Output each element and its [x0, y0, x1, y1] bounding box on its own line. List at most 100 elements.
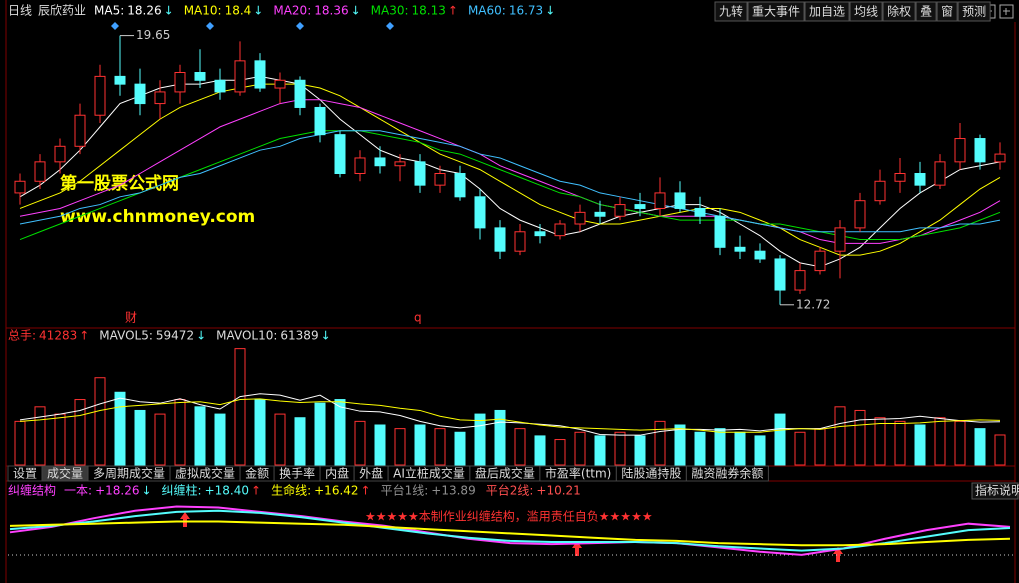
volume-bar [194, 406, 206, 466]
volume-bar [794, 431, 806, 466]
toolbar-button[interactable]: 均线 [849, 1, 883, 22]
ma-value: 18.36 [314, 4, 348, 18]
candle-body [474, 196, 486, 229]
volume-bar [654, 420, 666, 466]
volume-bar [674, 424, 686, 466]
button-label: 除权 [887, 4, 911, 19]
tab[interactable]: 设置 [7, 465, 43, 482]
candle-body [214, 79, 226, 93]
volume-bar [354, 420, 366, 466]
candle-body [874, 180, 886, 202]
candle-body [914, 173, 926, 186]
volume-bar [574, 431, 586, 466]
tab[interactable]: 融资融券余额 [685, 465, 769, 482]
ma-arrow: ↓ [253, 4, 263, 18]
tab[interactable]: AI立桩成交量 [387, 465, 471, 482]
button-label: 预测 [962, 5, 986, 19]
tab-label: 成交量 [47, 466, 83, 481]
ma-label: MA30: [371, 4, 409, 18]
candle-body [654, 192, 666, 209]
volume-bar [334, 399, 346, 466]
volume-bar [854, 409, 866, 466]
ma-arrow: ↓ [545, 4, 555, 18]
candle-body [274, 79, 286, 89]
tab-label: 金额 [245, 466, 269, 481]
candle-body [74, 114, 86, 147]
ma-arrow: ↓ [351, 4, 361, 18]
tab[interactable]: 盘后成交量 [469, 465, 541, 482]
tab-label: 换手率 [279, 466, 315, 481]
volume-bar [894, 420, 906, 466]
volume-bar [934, 417, 946, 466]
volume-bar [54, 413, 66, 466]
button-label: 叠 [920, 5, 932, 19]
candle-body [714, 215, 726, 248]
indicator-value: +13.89 [431, 484, 475, 498]
candle-body [394, 161, 406, 167]
tab[interactable]: 市盈率(ttm) [539, 465, 617, 482]
volume-bar [954, 420, 966, 466]
toolbar-button[interactable]: 除权 [882, 1, 916, 22]
toolbar-button[interactable]: 预测 [957, 1, 991, 22]
tab[interactable]: 成交量 [41, 465, 89, 482]
tab[interactable]: 内盘 [319, 465, 355, 482]
button-label: 九转 [719, 4, 743, 19]
tab[interactable]: 陆股通持股 [615, 465, 687, 482]
candle-body [674, 192, 686, 209]
indicator-arrow: ↓ [141, 484, 151, 498]
toolbar-button[interactable]: 重大事件 [747, 1, 805, 22]
tab-label: 市盈率(ttm) [545, 466, 611, 481]
indicator-line [9, 520, 1011, 547]
volume-bar [154, 413, 166, 466]
button-frame [882, 1, 916, 22]
candle-body [174, 72, 186, 93]
high-annotation: 19.65 [136, 28, 170, 42]
volume-bar [754, 435, 766, 466]
candle-body [614, 204, 626, 217]
toolbar-button[interactable]: 叠 [915, 1, 937, 22]
volume-bar [454, 431, 466, 466]
toolbar-button[interactable]: 九转 [714, 1, 748, 22]
volume-bar [634, 435, 646, 466]
candle-body [114, 75, 126, 85]
tab[interactable]: 金额 [239, 465, 275, 482]
candle-body [814, 250, 826, 272]
candle-body [194, 72, 206, 81]
volume-bar [114, 391, 126, 466]
candle-body [774, 258, 786, 291]
mavol-label: MAVOL10: [216, 329, 277, 343]
indicator-help-button[interactable]: 指标说明 [971, 482, 1019, 500]
tab[interactable]: 外盘 [353, 465, 389, 482]
volume-bar [994, 434, 1006, 466]
signal-diamonds [111, 22, 394, 30]
ma-value: 18.26 [127, 4, 161, 18]
indicator-arrow: ↑ [251, 484, 261, 498]
tab[interactable]: 换手率 [273, 465, 321, 482]
period: 日线 [8, 4, 32, 18]
button-frame [804, 1, 850, 22]
indicator-note: ★★★★★本制作业纠缠结构，滥用责任自负★★★★★ [365, 509, 653, 524]
tab[interactable]: 多周期成交量 [87, 465, 171, 482]
volume-bar [274, 413, 286, 466]
volume-bar [814, 428, 826, 466]
event-marker: q [414, 311, 422, 325]
volume-bar [214, 413, 226, 466]
candle-body [434, 173, 446, 186]
ma-label: MA60: [468, 4, 506, 18]
volume-bar [14, 420, 26, 466]
tab[interactable]: 虚拟成交量 [169, 465, 241, 482]
volume-value: 41283 [39, 329, 77, 343]
button-frame [747, 1, 805, 22]
volume-label: 总手: [8, 329, 36, 343]
toolbar-button[interactable]: 窗 [936, 1, 958, 22]
button-label: 指标说明 [975, 483, 1019, 498]
candle-body [14, 180, 26, 194]
volume-bar [494, 409, 506, 466]
mavol-line [19, 398, 1001, 433]
toolbar-button[interactable]: 加自选 [804, 1, 850, 22]
ma-label: MA5: [94, 4, 124, 18]
volume-bar [134, 409, 146, 466]
candle-body [334, 134, 346, 174]
